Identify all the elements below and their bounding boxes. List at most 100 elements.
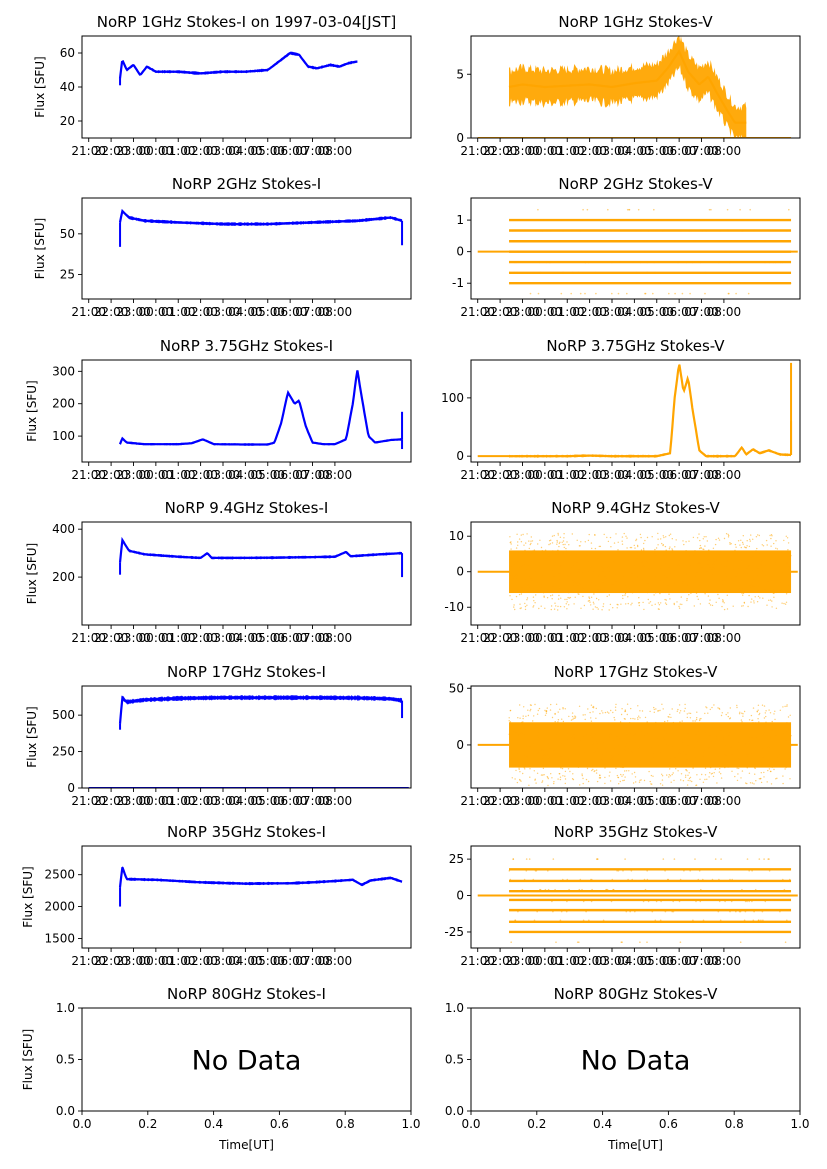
stokes-v-scatter-point — [776, 777, 778, 779]
stokes-v-scatter-point — [632, 261, 634, 263]
stokes-v-scatter-point — [699, 219, 702, 221]
stokes-v-scatter-point — [617, 870, 620, 872]
stokes-v-scatter-point — [532, 878, 535, 881]
stokes-v-scatter-point — [535, 569, 537, 572]
stokes-v-scatter-point — [595, 717, 597, 719]
stokes-v-scatter-point — [773, 542, 775, 545]
stokes-v-scatter-point — [542, 758, 544, 761]
stokes-v-scatter-point — [603, 765, 605, 768]
stokes-v-scatter-point — [619, 780, 621, 783]
stokes-v-scatter-point — [754, 596, 756, 598]
stokes-v-scatter-point — [539, 539, 541, 541]
stokes-v-scatter-point — [518, 567, 520, 570]
stokes-v-scatter-point — [599, 545, 602, 548]
stokes-v-scatter-point — [654, 548, 656, 551]
y-axis-label: Flux [SFU] — [33, 56, 47, 117]
stokes-v-scatter-point — [726, 576, 729, 578]
stokes-v-scatter-point — [512, 240, 515, 242]
stokes-v-scatter-point — [520, 554, 522, 556]
stokes-v-scatter-point — [699, 563, 701, 565]
stokes-v-scatter-point — [662, 535, 664, 537]
y-tick-label: 0 — [456, 889, 464, 903]
stokes-v-scatter-point — [513, 604, 515, 606]
stokes-v-scatter-point — [569, 909, 572, 911]
x-tick-label: 03:00 — [206, 144, 241, 158]
stokes-v-scatter-point — [547, 777, 549, 780]
stokes-v-scatter-point — [637, 729, 639, 732]
stokes-v-scatter-point — [550, 773, 552, 775]
stokes-v-scatter-point — [688, 594, 690, 596]
stokes-v-scatter-point — [680, 229, 682, 232]
stokes-v-scatter-point — [635, 781, 637, 783]
stokes-v-scatter-point — [746, 540, 748, 542]
stokes-v-scatter-point — [781, 880, 783, 882]
stokes-v-scatter-point — [565, 910, 568, 913]
stokes-v-scatter-point — [761, 704, 764, 706]
stokes-v-scatter-point — [568, 544, 570, 546]
stokes-v-scatter-point — [730, 746, 732, 748]
stokes-v-scatter-point — [705, 706, 707, 708]
stokes-v-scatter-point — [646, 536, 649, 539]
axes-frame — [470, 359, 801, 463]
stokes-v-scatter-point — [514, 558, 516, 560]
stokes-v-scatter-point — [550, 730, 553, 732]
stokes-v-scatter-point — [723, 537, 726, 540]
stokes-v-scatter-point — [743, 919, 746, 922]
stokes-v-scatter-point — [720, 773, 722, 775]
stokes-v-scatter-point — [581, 219, 584, 221]
stokes-v-scatter-point — [765, 710, 767, 712]
x-tick-label: 00:00 — [139, 794, 174, 808]
stokes-v-scatter-point — [754, 773, 756, 775]
x-tick-label: 0.2 — [138, 1117, 157, 1131]
stokes-v-scatter-point — [519, 704, 521, 706]
stokes-v-scatter-point — [704, 271, 707, 274]
x-tick-label: 03:00 — [206, 794, 241, 808]
stokes-v-scatter-point — [557, 738, 560, 740]
stokes-v-scatter-point — [620, 603, 622, 605]
stokes-v-scatter-point — [727, 712, 729, 714]
stokes-v-scatter-point — [662, 544, 664, 547]
stokes-v-scatter-point — [712, 566, 714, 568]
stokes-v-scatter-point — [628, 740, 631, 742]
stokes-v-scatter-point — [664, 722, 666, 725]
stokes-v-scatter-point — [692, 919, 694, 922]
stokes-v-scatter-point — [515, 769, 517, 772]
stokes-v-scatter-point — [757, 756, 760, 758]
stokes-v-scatter-point — [661, 230, 664, 232]
stokes-v-noise-band — [509, 550, 792, 594]
stokes-v-scatter-point — [614, 719, 616, 721]
stokes-v-scatter-point — [525, 858, 528, 860]
stokes-v-scatter-point — [755, 567, 758, 569]
stokes-v-scatter-point — [615, 533, 617, 535]
stokes-v-scatter-point — [693, 571, 696, 573]
stokes-v-scatter-point — [729, 589, 731, 591]
stokes-v-scatter-point — [529, 710, 531, 712]
stokes-i-series-line — [118, 695, 403, 724]
stokes-v-scatter-point — [718, 553, 720, 555]
stokes-v-scatter-point — [602, 605, 604, 608]
x-tick-label: 07:00 — [684, 794, 719, 808]
stokes-v-scatter-point — [787, 240, 789, 242]
stokes-v-scatter-point — [783, 880, 785, 882]
stokes-v-scatter-point — [720, 760, 722, 762]
stokes-v-scatter-point — [662, 582, 665, 584]
stokes-v-scatter-point — [765, 715, 767, 718]
stokes-v-scatter-point — [659, 560, 662, 562]
stokes-v-scatter-point — [729, 717, 732, 719]
stokes-v-scatter-point — [765, 539, 768, 542]
stokes-v-scatter-point — [528, 547, 530, 550]
stokes-v-scatter-point — [513, 261, 515, 264]
stokes-v-scatter-point — [688, 730, 690, 732]
stokes-v-scatter-point — [705, 536, 707, 538]
stokes-v-scatter-point — [715, 743, 718, 745]
stokes-v-scatter-point — [586, 931, 588, 933]
stokes-v-scatter-point — [573, 603, 575, 605]
stokes-v-scatter-point — [532, 743, 535, 745]
stokes-v-scatter-point — [540, 605, 542, 607]
stokes-v-scatter-point — [705, 558, 708, 560]
stokes-v-scatter-point — [566, 572, 569, 574]
stokes-v-scatter-point — [536, 713, 539, 715]
x-tick-label: 01:00 — [161, 144, 196, 158]
stokes-v-scatter-point — [648, 770, 650, 773]
stokes-v-scatter-point — [696, 537, 699, 539]
